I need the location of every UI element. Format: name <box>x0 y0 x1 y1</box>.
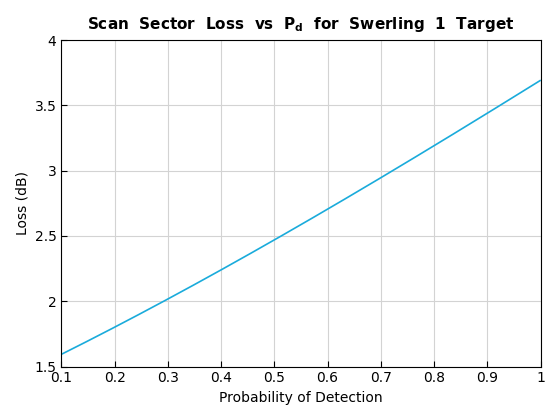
Y-axis label: Loss (dB): Loss (dB) <box>15 171 29 235</box>
X-axis label: Probability of Detection: Probability of Detection <box>219 391 383 405</box>
Title: Scan  Sector  Loss  vs  $\mathbf{P_d}$  for  Swerling  1  Target: Scan Sector Loss vs $\mathbf{P_d}$ for S… <box>87 15 515 34</box>
